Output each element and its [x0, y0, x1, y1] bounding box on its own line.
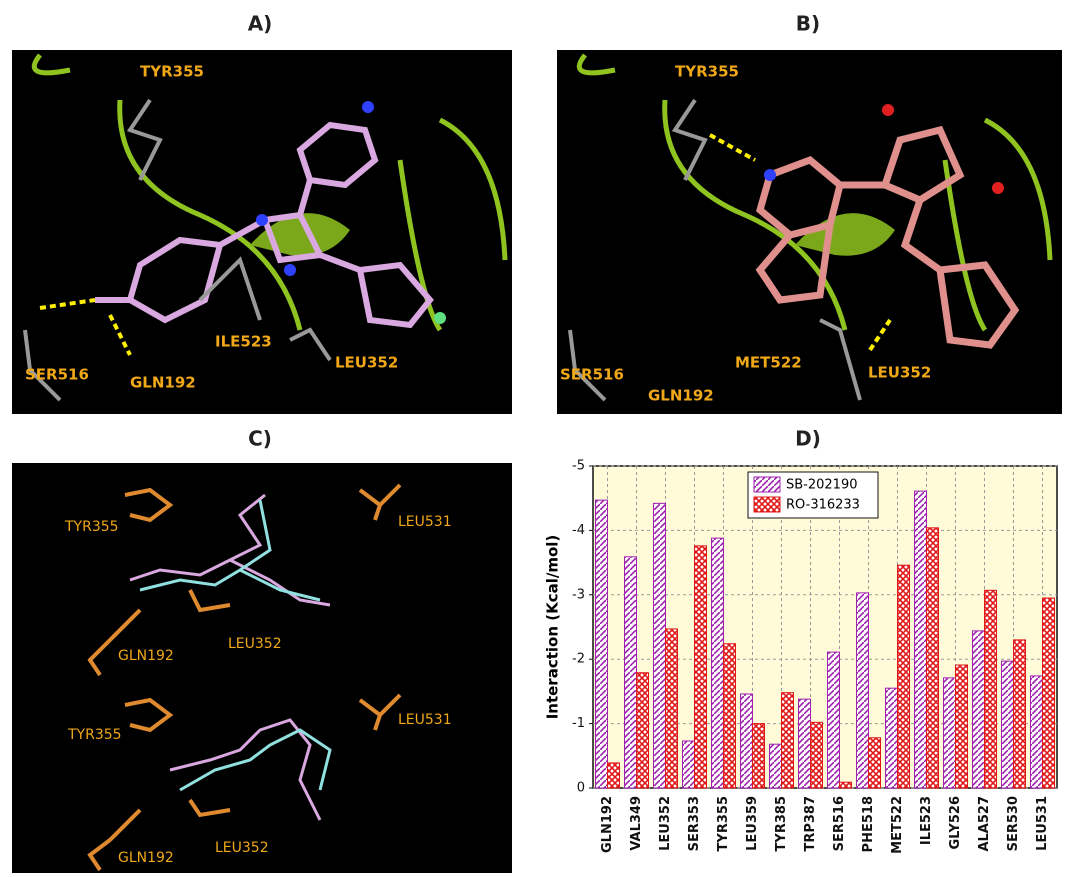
bar [654, 503, 666, 788]
bar [869, 738, 881, 788]
residue-label: GLN192 [648, 387, 714, 405]
legend-label: RO-316233 [786, 498, 860, 513]
residue-label: TYR355 [64, 519, 119, 535]
bar [1031, 676, 1043, 788]
x-tick-label: ILE523 [919, 796, 934, 845]
x-tick-label: TYR385 [774, 796, 789, 851]
bar [915, 491, 927, 788]
residue-label: LEU352 [868, 364, 931, 382]
bar [811, 722, 823, 788]
x-tick-label: TRP387 [803, 796, 818, 852]
bar [753, 724, 765, 788]
x-tick-label: LEU352 [658, 796, 673, 851]
x-tick-label: ALA527 [977, 796, 992, 852]
panel-title: C) [248, 427, 272, 451]
residue-label: SER516 [560, 366, 624, 384]
y-tick-label: -3 [572, 587, 585, 602]
bar [973, 631, 985, 788]
bar [1043, 598, 1055, 788]
figure: A) B) C) D) TYR355 SER516 GLN192 ILE523 … [0, 0, 1068, 873]
bar [782, 693, 794, 788]
panel-title: A) [248, 12, 273, 36]
residue-label: MET522 [735, 354, 802, 372]
bar-chart: Interaction (Kcal/mol) 0 -1 -2 -3 -4 -5 GLN192… [544, 459, 1058, 854]
x-tick-label: PHE518 [861, 796, 876, 852]
legend-swatch [754, 477, 780, 492]
residue-label: GLN192 [118, 648, 174, 664]
bar [666, 629, 678, 788]
bar [956, 665, 968, 788]
bar [898, 565, 910, 788]
panel-title: B) [796, 12, 820, 36]
x-tick-label: VAL349 [629, 796, 644, 851]
bar [724, 644, 736, 788]
y-tick-label: -2 [572, 652, 585, 667]
x-tick-label: LEU531 [1035, 796, 1050, 851]
bar [596, 500, 608, 788]
x-tick-label: GLN192 [600, 796, 615, 853]
y-tick-label: 0 [577, 781, 585, 796]
x-tick-label: SER353 [687, 796, 702, 851]
bar [770, 744, 782, 788]
bar [1014, 640, 1026, 788]
residue-label: LEU531 [398, 712, 452, 728]
x-tick-label: GLY526 [948, 796, 963, 849]
bar [625, 557, 637, 788]
x-tick-label: TYR355 [716, 796, 731, 851]
bar [683, 741, 695, 788]
residue-label: GLN192 [130, 374, 196, 392]
bar [695, 546, 707, 788]
residue-label: LEU531 [398, 514, 452, 530]
bar [828, 652, 840, 788]
residue-label: TYR355 [140, 63, 204, 81]
panel-b: TYR355 SER516 GLN192 MET522 LEU352 [557, 50, 1062, 414]
residue-label: LEU352 [335, 354, 398, 372]
bar [712, 538, 724, 788]
bar [1002, 661, 1014, 788]
bar [857, 593, 869, 788]
bar [741, 694, 753, 788]
residue-label: TYR355 [675, 63, 739, 81]
bar [927, 528, 939, 788]
bar [608, 763, 620, 788]
panel-a: TYR355 SER516 GLN192 ILE523 LEU352 [12, 50, 512, 414]
y-tick-label: -4 [572, 523, 585, 538]
bar [799, 699, 811, 788]
legend-swatch [754, 497, 780, 512]
legend-label: SB-202190 [786, 478, 858, 493]
x-tick-label: MET522 [890, 796, 905, 854]
panel-c: TYR355 LEU531 GLN192 LEU352 TYR355 LEU53… [12, 463, 512, 873]
y-tick-label: -1 [572, 716, 585, 731]
bar [985, 590, 997, 788]
x-tick-label: SER530 [1006, 796, 1021, 851]
x-tick-label: LEU359 [745, 796, 760, 851]
residue-label: LEU352 [228, 636, 282, 652]
x-tick-label: SER516 [832, 796, 847, 851]
y-axis-label: Interaction (Kcal/mol) [544, 535, 562, 720]
residue-label: SER516 [25, 366, 89, 384]
bar [637, 673, 649, 788]
residue-label: ILE523 [215, 333, 272, 351]
residue-label: TYR355 [67, 727, 122, 743]
panel-title: D) [795, 427, 821, 451]
bar [886, 688, 898, 788]
y-tick-label: -5 [572, 459, 585, 474]
bar [840, 782, 852, 788]
bar [944, 678, 956, 788]
residue-label: LEU352 [215, 840, 269, 856]
residue-label: GLN192 [118, 850, 174, 866]
